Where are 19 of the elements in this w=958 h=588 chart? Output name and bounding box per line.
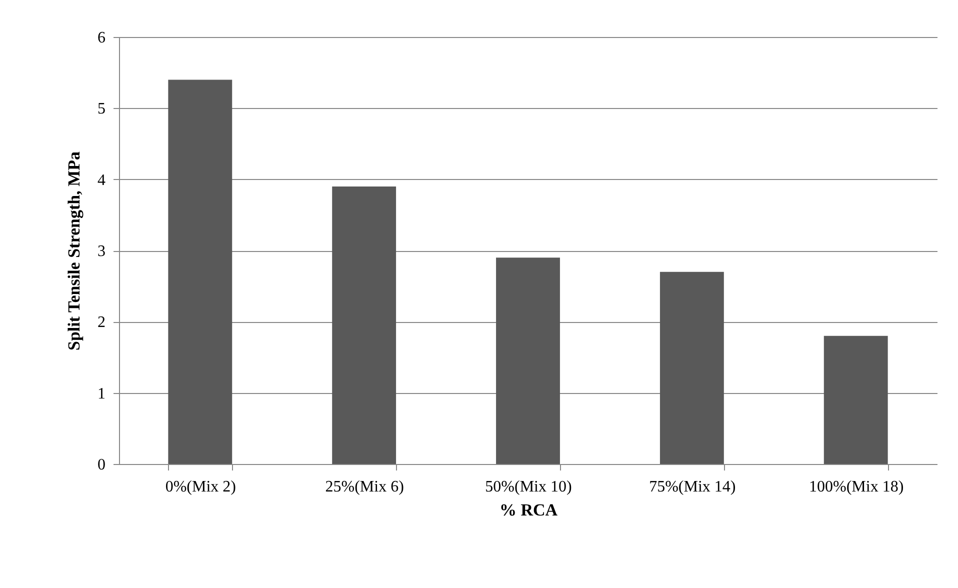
- y-tick-label: 0: [98, 456, 106, 474]
- y-tick-label: 1: [98, 385, 106, 402]
- x-axis-title: % RCA: [499, 500, 558, 520]
- bar: [824, 336, 888, 464]
- y-tick-label: 3: [98, 243, 106, 260]
- bar: [168, 80, 232, 464]
- x-tick-label: 25%(Mix 6): [325, 478, 404, 496]
- y-tick-label: 4: [98, 172, 106, 189]
- y-tick-label: 6: [98, 30, 106, 46]
- bar: [660, 272, 724, 464]
- y-axis-title: Split Tensile Strength, MPa: [64, 151, 84, 350]
- bar: [332, 186, 396, 464]
- x-tick-label: 50%(Mix 10): [485, 478, 572, 496]
- x-tick-label: 100%(Mix 18): [809, 478, 904, 496]
- x-tick-label: 0%(Mix 2): [165, 478, 236, 496]
- y-tick-label: 5: [98, 100, 106, 118]
- bar: [496, 258, 560, 464]
- x-tick-label: 75%(Mix 14): [649, 478, 736, 496]
- y-tick-label: 2: [98, 314, 106, 332]
